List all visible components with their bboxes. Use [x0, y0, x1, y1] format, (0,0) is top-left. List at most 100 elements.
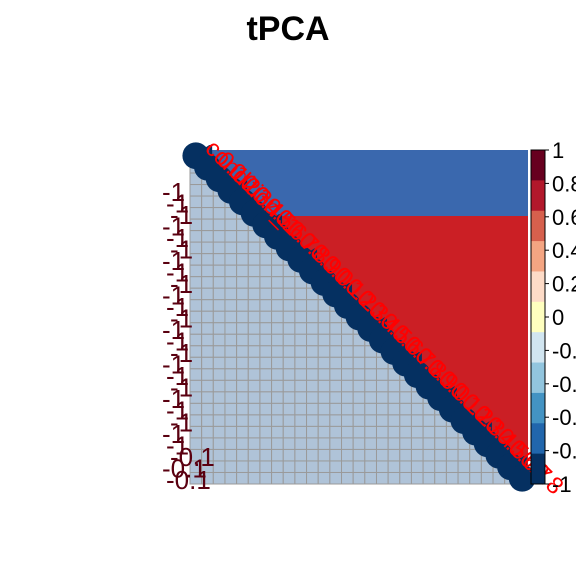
- heatmap-cell: [247, 356, 261, 370]
- heatmap-cell: [294, 402, 308, 416]
- heatmap-cell: [201, 425, 214, 439]
- heatmap-cell: [317, 345, 331, 358]
- heatmap-cell: [224, 425, 238, 439]
- heatmap-cell: [329, 368, 343, 381]
- heatmap-cell: [247, 264, 261, 278]
- heatmap-cell: [259, 460, 273, 473]
- heatmap-cell: [236, 253, 249, 266]
- heatmap-cell: [364, 471, 377, 485]
- heatmap-cell: [212, 299, 226, 312]
- heatmap-cell: [410, 471, 424, 485]
- heatmap-cell: [236, 460, 249, 473]
- heatmap-cell: [341, 356, 354, 370]
- heatmap-cell: [224, 448, 238, 462]
- colorbar-tick-label: -0.2: [552, 338, 576, 363]
- heatmap-cell: [352, 425, 366, 439]
- heatmap-cell: [282, 448, 296, 462]
- heatmap-cell: [480, 471, 494, 485]
- heatmap-cell: [247, 299, 261, 312]
- row-label: -1: [166, 327, 189, 357]
- heatmap-cell: [341, 391, 354, 404]
- row-label: -1: [162, 177, 185, 207]
- heatmap-cell: [341, 414, 354, 427]
- heatmap-cell: [259, 356, 273, 370]
- heatmap-cell: [212, 230, 226, 243]
- heatmap-cell: [341, 437, 354, 450]
- heatmap-cell: [387, 402, 401, 416]
- heatmap-cell: [422, 471, 436, 485]
- heatmap-cell: [224, 276, 238, 289]
- row-label: -1: [170, 200, 193, 230]
- row-label: -1: [170, 373, 193, 403]
- heatmap-cell: [410, 448, 424, 462]
- heatmap-cell: [329, 471, 343, 485]
- heatmap-cell: [317, 471, 331, 485]
- heatmap-cell: [212, 391, 226, 404]
- heatmap-cell: [212, 437, 226, 450]
- heatmap-cell: [469, 471, 482, 485]
- heatmap-cell: [445, 460, 459, 473]
- heatmap-cell: [294, 379, 308, 393]
- heatmap-cell: [282, 379, 296, 393]
- heatmap-cell: [387, 391, 401, 404]
- heatmap-cell: [247, 287, 261, 301]
- heatmap-cell: [329, 322, 343, 335]
- heatmap-cell: [457, 471, 471, 485]
- heatmap-cell: [236, 414, 249, 427]
- heatmap-cell: [259, 471, 273, 485]
- heatmap-cell: [329, 379, 343, 393]
- heatmap-cell: [224, 391, 238, 404]
- heatmap-cell: [445, 437, 459, 450]
- heatmap-cell: [271, 402, 284, 416]
- row-label: -1: [170, 269, 193, 299]
- heatmap-cell: [399, 402, 412, 416]
- heatmap-cell: [329, 460, 343, 473]
- heatmap-cell: [201, 322, 214, 335]
- heatmap-cell: [224, 322, 238, 335]
- heatmap-cell: [259, 379, 273, 393]
- heatmap-cell: [364, 356, 377, 370]
- row-label: -1: [170, 235, 193, 265]
- heatmap-cell: [247, 276, 261, 289]
- heatmap-cell: [259, 276, 273, 289]
- heatmap-cell: [259, 333, 273, 347]
- heatmap-cell: [306, 471, 319, 485]
- heatmap-cell: [212, 264, 226, 278]
- heatmap-cell: [375, 448, 389, 462]
- heatmap-cell: [306, 437, 319, 450]
- colorbar-segment: [531, 362, 545, 394]
- heatmap-cell: [247, 310, 261, 324]
- heatmap-cell: [224, 230, 238, 243]
- heatmap-cell: [224, 345, 238, 358]
- heatmap-cell: [247, 253, 261, 266]
- heatmap-cell: [247, 402, 261, 416]
- colorbar-segment: [531, 210, 545, 242]
- heatmap-cell: [399, 460, 412, 473]
- heatmap-cell: [294, 460, 308, 473]
- colorbar-tick-label: 0.8: [552, 171, 576, 196]
- row-label: -1: [162, 246, 185, 276]
- heatmap-cell: [364, 425, 377, 439]
- heatmap-cell: [212, 460, 226, 473]
- heatmap-cell: [236, 368, 249, 381]
- heatmap-cell: [259, 264, 273, 278]
- colorbar-tick-label: -0.8: [552, 439, 576, 464]
- heatmap-cell: [271, 379, 284, 393]
- heatmap-cell: [422, 448, 436, 462]
- heatmap-cell: [329, 437, 343, 450]
- heatmap-cell: [457, 460, 471, 473]
- colorbar-segment: [531, 453, 545, 485]
- heatmap-cell: [247, 322, 261, 335]
- heatmap-cell: [317, 322, 331, 335]
- heatmap-cell: [201, 299, 214, 312]
- heatmap-cell: [201, 345, 214, 358]
- heatmap-cell: [236, 379, 249, 393]
- row-label: -0.1: [170, 442, 215, 472]
- heatmap-cell: [201, 195, 214, 209]
- heatmap-cell: [341, 333, 354, 347]
- heatmap-cell: [236, 448, 249, 462]
- heatmap-cell: [201, 218, 214, 232]
- heatmap-cell: [247, 391, 261, 404]
- row-label: -1: [162, 419, 185, 449]
- heatmap-cell: [469, 460, 482, 473]
